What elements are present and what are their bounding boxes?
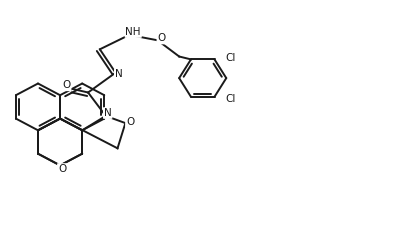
Text: N: N <box>104 108 112 118</box>
Text: O: O <box>126 117 134 127</box>
Text: O: O <box>62 80 71 90</box>
Text: Cl: Cl <box>225 94 236 103</box>
Text: NH: NH <box>125 27 141 37</box>
Text: O: O <box>157 33 165 43</box>
Text: O: O <box>58 164 66 174</box>
Text: N: N <box>115 70 123 80</box>
Text: Cl: Cl <box>225 53 236 63</box>
